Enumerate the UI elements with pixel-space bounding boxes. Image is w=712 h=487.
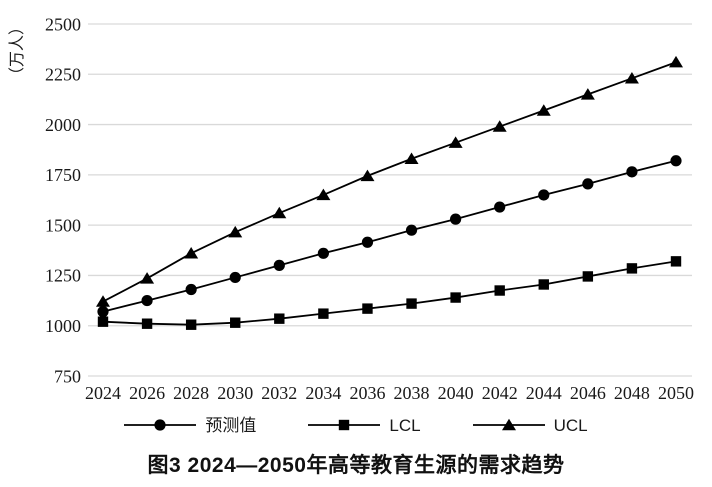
series-marker-ucl [360, 169, 375, 182]
y-tick-label: 2500 [45, 14, 81, 34]
series-marker-forecast [141, 294, 153, 307]
line-chart: 750 1000 1250 1500 1750 2000 2250 2500 2024 2026 2… [8, 14, 694, 403]
x-tick-label: 2032 [261, 383, 297, 403]
series-marker-ucl [228, 225, 243, 238]
axis-labels: 750 1000 1250 1500 1750 2000 2250 2500 2024 2026 2… [45, 14, 694, 403]
series-marker-ucl [624, 72, 639, 84]
legend-item-lcl: LCL [308, 415, 421, 435]
y-tick-label: 2000 [45, 115, 81, 135]
y-axis-title: （万人） [8, 19, 26, 83]
series-marker-ucl [448, 136, 463, 148]
series-marker-lcl [450, 292, 461, 303]
series-marker-lcl [230, 317, 241, 328]
series-marker-lcl [97, 316, 109, 327]
series-marker-forecast [494, 201, 506, 213]
legend-label-forecast: 预测值 [205, 415, 257, 435]
x-tick-label: 2050 [658, 383, 694, 403]
legend-key-lcl [308, 419, 381, 431]
x-tick-label: 2028 [173, 383, 209, 403]
x-tick-label: 2026 [129, 383, 165, 403]
series-marker-lcl [494, 285, 505, 296]
legend-label-lcl: LCL [389, 415, 421, 435]
x-tick-label: 2040 [438, 383, 474, 403]
series-marker-forecast [361, 236, 374, 248]
y-tick-label: 1000 [45, 316, 81, 336]
series-marker-forecast [273, 259, 285, 271]
series-marker-ucl [536, 104, 551, 116]
legend-key-ucl [472, 418, 545, 431]
y-tick-label: 1250 [45, 266, 81, 286]
x-tick-label: 2042 [482, 383, 518, 403]
series-marker-lcl [318, 308, 329, 319]
y-tick-label: 1750 [45, 165, 81, 185]
legend-marker-forecast [154, 419, 166, 431]
x-tick-label: 2030 [217, 383, 253, 403]
series-marker-ucl [140, 272, 155, 284]
x-tick-label: 2038 [394, 383, 430, 403]
x-tick-label: 2046 [570, 383, 606, 403]
series-line-lcl [102, 260, 677, 326]
series-marker-forecast [450, 213, 462, 225]
series-marker-lcl [362, 303, 373, 314]
series-marker-lcl [141, 318, 153, 329]
series-marker-lcl [406, 298, 417, 309]
series-line-ucl [102, 61, 677, 303]
figure-caption: 图3 2024—2050年高等教育生源的需求趋势 [147, 454, 565, 477]
x-tick-label: 2024 [85, 383, 121, 403]
legend-key-forecast [124, 419, 197, 431]
y-tick-label: 750 [54, 366, 81, 386]
x-tick-label: 2044 [526, 383, 562, 403]
series-marker-lcl [626, 263, 638, 274]
series-marker-forecast [229, 271, 241, 284]
legend-label-ucl: UCL [553, 415, 588, 435]
gridlines [88, 23, 692, 377]
series-marker-forecast [538, 189, 550, 201]
series-marker-ucl [272, 206, 287, 219]
series-marker-ucl [404, 152, 419, 164]
series-marker-ucl [492, 120, 507, 132]
series-marker-lcl [582, 271, 594, 282]
series-marker-ucl [580, 88, 595, 100]
y-tick-label: 2250 [45, 65, 81, 85]
series-marker-lcl [538, 279, 549, 290]
series-marker-ucl [669, 55, 683, 68]
legend-item-ucl: UCL [472, 415, 588, 435]
series-marker-forecast [582, 178, 594, 190]
series-line-forecast [102, 159, 677, 313]
series-marker-forecast [670, 155, 682, 167]
legend-marker-ucl [501, 418, 516, 431]
series-layer [96, 55, 683, 330]
series-marker-lcl [670, 256, 682, 267]
series-marker-forecast [185, 283, 197, 296]
series-marker-lcl [185, 319, 197, 330]
series-marker-ucl [316, 188, 331, 201]
x-tick-label: 2036 [349, 383, 385, 403]
legend-item-forecast: 预测值 [124, 417, 256, 434]
series-marker-ucl [184, 247, 199, 259]
legend-marker-lcl [339, 419, 350, 431]
series-marker-forecast [317, 247, 329, 259]
x-tick-label: 2034 [305, 383, 341, 403]
series-marker-ucl [96, 295, 110, 307]
series-marker-forecast [626, 166, 638, 178]
x-tick-label: 2048 [614, 383, 650, 403]
chart-legend: 预测值 LCL UCL [0, 413, 712, 437]
series-marker-forecast [405, 224, 418, 236]
series-marker-forecast [97, 306, 109, 318]
y-tick-label: 1500 [45, 215, 81, 235]
series-marker-lcl [274, 313, 285, 324]
